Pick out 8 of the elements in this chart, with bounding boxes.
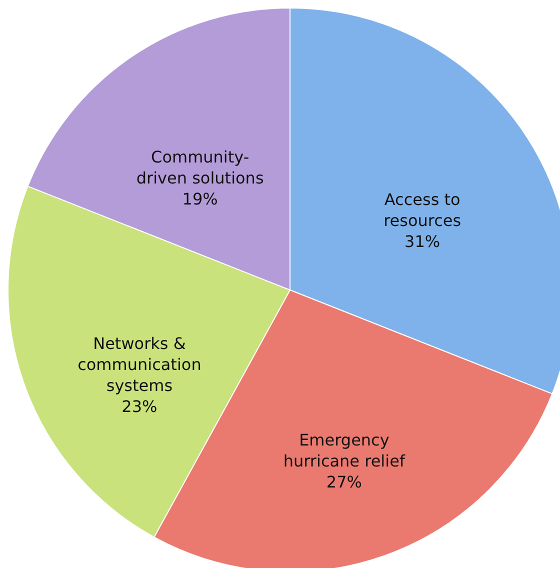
slice-label: Access to resources — [384, 190, 462, 230]
slice-label: Networks & communication systems — [78, 334, 202, 396]
data-label: 23% — [122, 397, 158, 416]
data-label: 31% — [404, 232, 440, 252]
slice-label: Emergency hurricane relief — [283, 430, 406, 471]
data-label: 27% — [326, 472, 362, 492]
slice-label: Community-driven solutions — [136, 148, 264, 188]
data-label: 19% — [182, 190, 218, 209]
